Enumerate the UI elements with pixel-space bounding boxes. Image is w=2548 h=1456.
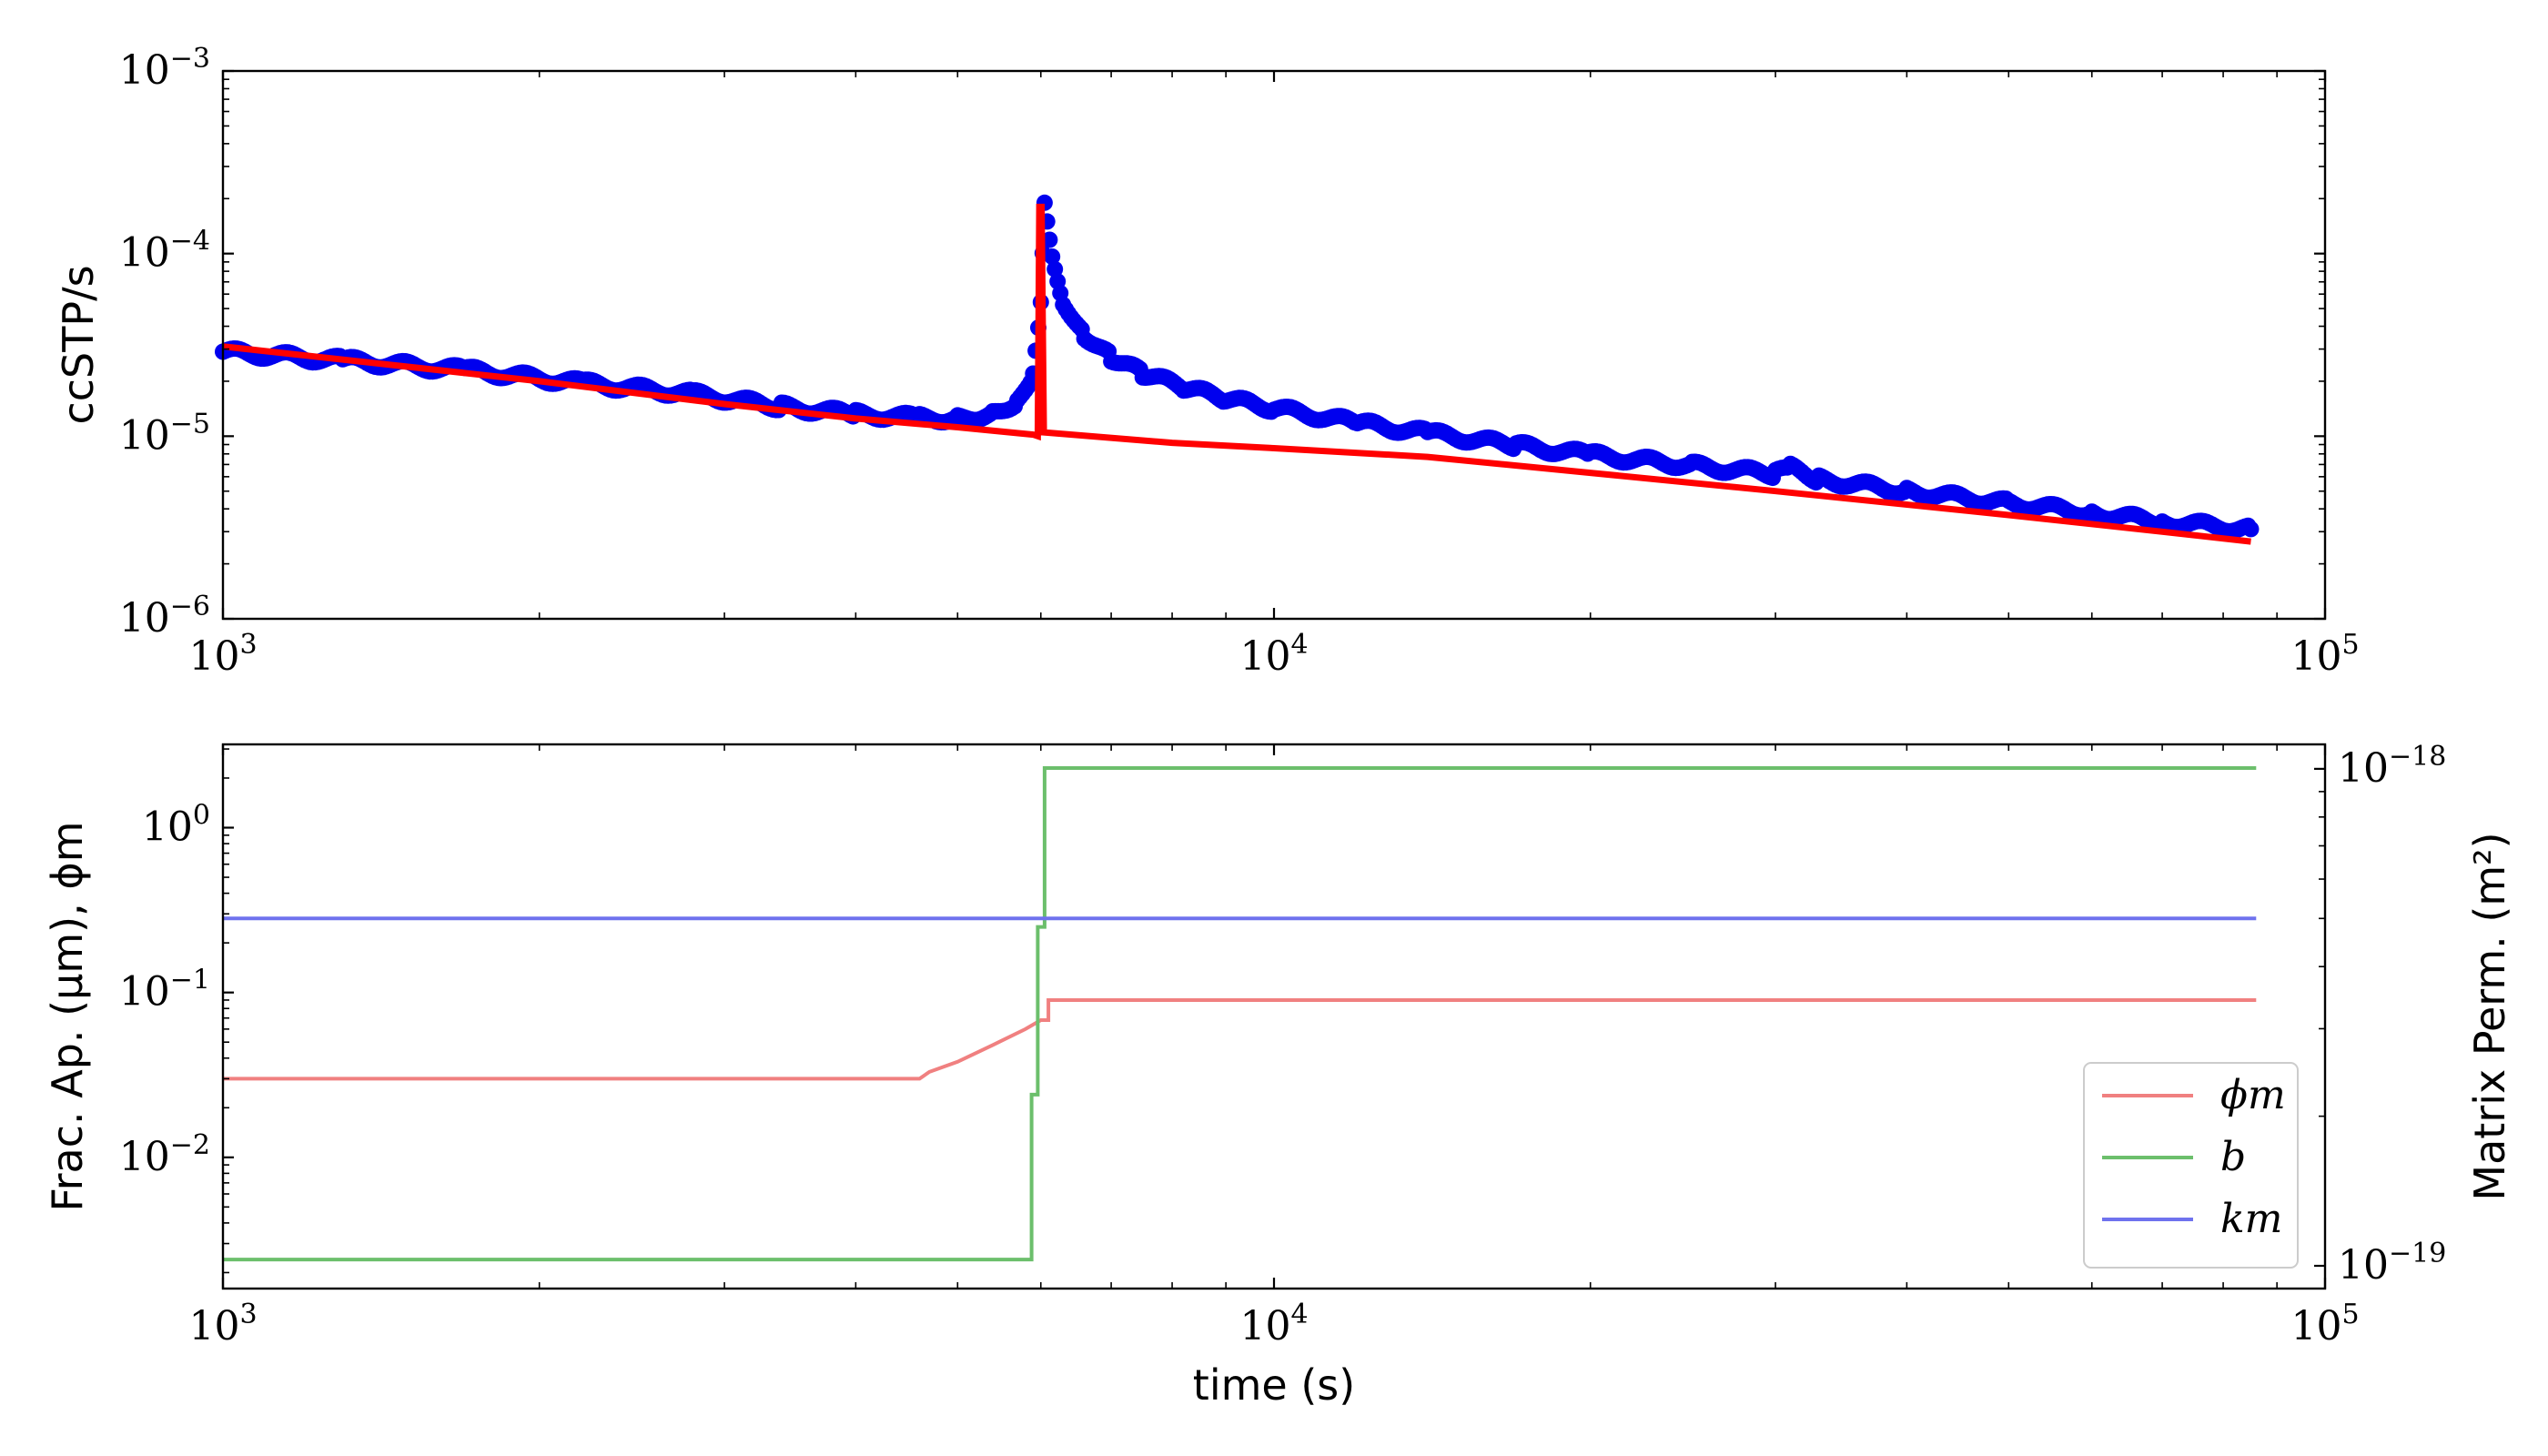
data-point xyxy=(1046,260,1064,278)
legend-label-phi-m: ϕm xyxy=(2220,1072,2286,1118)
y-right-tick-label: 10−19 xyxy=(2338,1238,2446,1289)
x-tick-label: 105 xyxy=(2290,629,2359,680)
legend-label-k-m: km xyxy=(2220,1196,2282,1242)
x-tick-label: 104 xyxy=(1239,629,1308,680)
y-tick-label: 10−5 xyxy=(119,408,210,459)
legend: ϕm b km xyxy=(2083,1062,2299,1269)
series-line-s1 xyxy=(222,203,2251,545)
x-tick-label: 104 xyxy=(1239,1299,1308,1350)
legend-label-b: b xyxy=(2220,1134,2246,1180)
y-tick-label: 100 xyxy=(142,800,210,851)
bottom-axes: 103 104 105 10−2 10−1 100 10−19 10−18 xyxy=(119,741,2447,1350)
data-point xyxy=(1041,231,1058,248)
y-tick-label: 10−6 xyxy=(119,591,210,642)
bottom-ylabel-left: Frac. Ap. (μm), ϕm xyxy=(43,821,92,1211)
y-tick-label: 10−1 xyxy=(119,965,210,1016)
y-tick-label: 10−3 xyxy=(119,43,210,94)
y-tick-label: 10−2 xyxy=(119,1129,210,1180)
series-line-b xyxy=(223,766,2257,1262)
x-tick-label: 105 xyxy=(2290,1299,2359,1350)
legend-box xyxy=(2083,1062,2299,1269)
bottom-xlabel: time (s) xyxy=(1193,1360,1355,1410)
top-plot-area xyxy=(215,194,2260,545)
bottom-frame xyxy=(221,743,2327,1290)
bottom-plot-area xyxy=(223,766,2257,1262)
y-right-tick-label: 10−18 xyxy=(2338,741,2446,792)
data-point xyxy=(1044,248,1061,265)
top-panel: 103 104 105 10−6 10−5 10−4 10−3 ccSTP/s xyxy=(54,43,2360,680)
bottom-ylabel-right: Matrix Perm. (m²) xyxy=(2465,832,2514,1200)
top-frame xyxy=(221,69,2327,621)
top-ylabel: ccSTP/s xyxy=(54,265,103,424)
data-point xyxy=(2242,521,2260,538)
marker-series xyxy=(215,194,2260,540)
top-axes: 103 104 105 10−6 10−5 10−4 10−3 xyxy=(119,43,2360,680)
x-tick-label: 103 xyxy=(188,1299,257,1350)
y-tick-label: 10−4 xyxy=(119,226,210,277)
series-line-m xyxy=(223,998,2257,1081)
x-tick-label: 103 xyxy=(188,629,257,680)
